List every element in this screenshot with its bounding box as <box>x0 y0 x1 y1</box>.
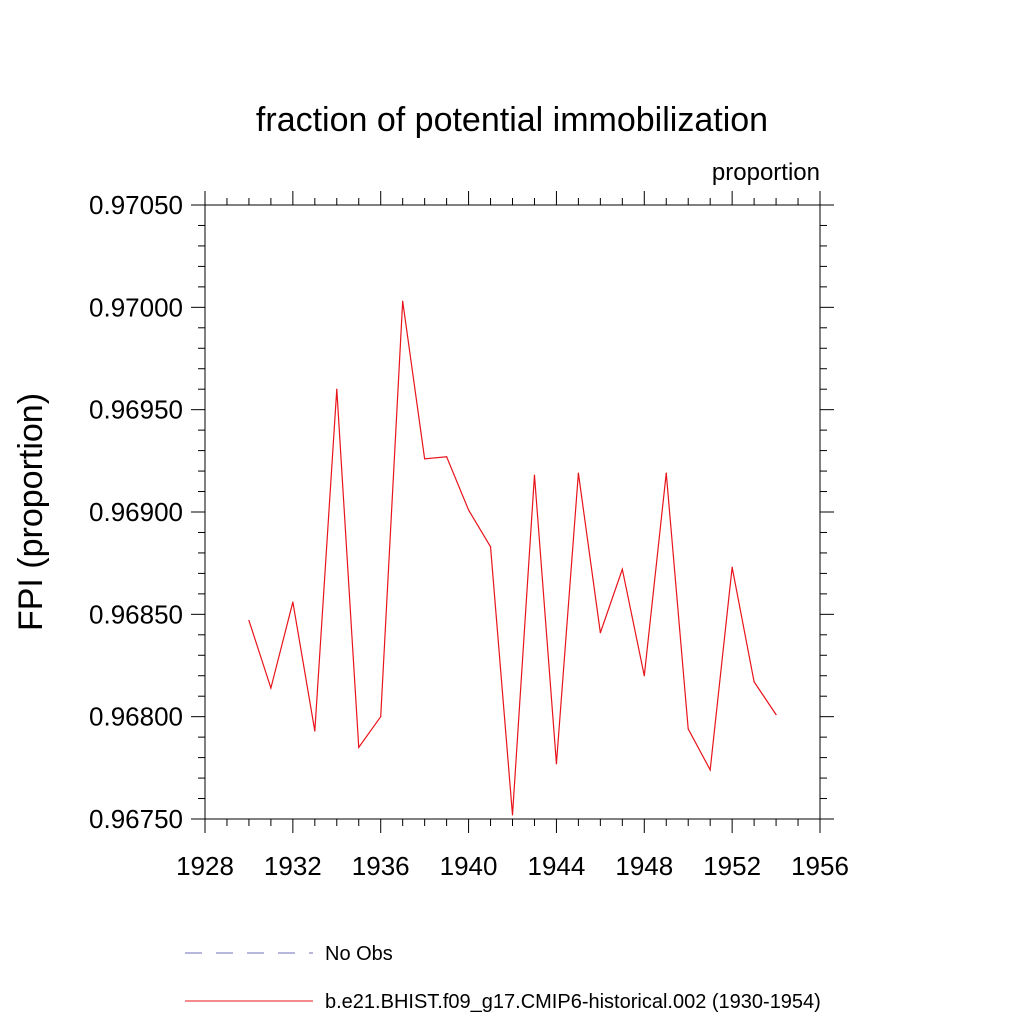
y-tick-label: 0.96850 <box>89 599 183 629</box>
series-point <box>380 716 382 718</box>
y-tick-label: 0.96900 <box>89 497 183 527</box>
y-tick-label: 0.96950 <box>89 395 183 425</box>
x-tick-label: 1936 <box>352 851 410 881</box>
legend-label: No Obs <box>325 943 393 965</box>
series-point <box>402 300 404 302</box>
series-point <box>775 714 777 716</box>
y-tick-label: 0.96750 <box>89 804 183 834</box>
series-point <box>621 568 623 570</box>
series-point <box>336 388 338 390</box>
series-point <box>731 566 733 568</box>
x-tick-label: 1948 <box>615 851 673 881</box>
x-tick-label: 1932 <box>264 851 322 881</box>
series-layer <box>248 300 777 816</box>
y-tick-label: 0.96800 <box>89 702 183 732</box>
x-tick-label: 1940 <box>440 851 498 881</box>
y-tick-label: 0.97050 <box>89 190 183 220</box>
series-point <box>533 474 536 476</box>
series-point <box>248 619 250 622</box>
x-tick-label: 1928 <box>176 851 234 881</box>
chart-title: fraction of potential immobilization <box>256 101 768 139</box>
y-axis-label: FPI (proportion) <box>12 393 50 631</box>
legend: No Obs b.e21.BHIST.f09_g17.CMIP6-historic… <box>185 943 821 1013</box>
series-point <box>753 681 755 683</box>
series-point <box>314 730 316 732</box>
series-point <box>446 456 448 458</box>
series-line <box>248 301 777 815</box>
x-tick-label: 1956 <box>791 851 849 881</box>
chart-units-label: proportion <box>712 159 820 186</box>
series-point <box>424 458 426 460</box>
series-point <box>292 601 294 603</box>
plot-frame <box>204 204 821 820</box>
series-point <box>511 814 514 816</box>
x-tick-label: 1944 <box>528 851 586 881</box>
series-point <box>643 675 645 677</box>
series-point <box>270 687 272 689</box>
series-point <box>577 472 579 474</box>
series-point <box>599 632 601 634</box>
series-point <box>489 546 492 548</box>
series-point <box>665 472 667 474</box>
legend-label: b.e21.BHIST.f09_g17.CMIP6-historical.002… <box>325 991 821 1013</box>
series-point <box>709 769 711 771</box>
series-point <box>467 509 470 511</box>
series-point <box>358 746 360 748</box>
series-point <box>555 763 558 765</box>
y-tick-label: 0.97000 <box>89 292 183 322</box>
series-point <box>687 728 689 730</box>
axis-tick-labels: 1928 1932 1936 1940 1944 1948 1952 1956 0.96750 0… <box>89 190 849 881</box>
axis-ticks <box>191 191 834 833</box>
x-tick-label: 1952 <box>703 851 761 881</box>
